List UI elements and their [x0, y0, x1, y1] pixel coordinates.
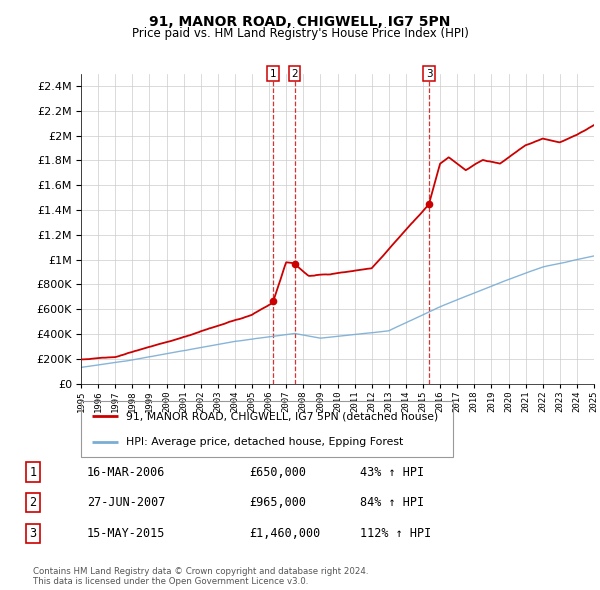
Text: £1,460,000: £1,460,000: [249, 527, 320, 540]
Text: 16-MAR-2006: 16-MAR-2006: [87, 466, 166, 478]
Text: Price paid vs. HM Land Registry's House Price Index (HPI): Price paid vs. HM Land Registry's House …: [131, 27, 469, 40]
Text: 91, MANOR ROAD, CHIGWELL, IG7 5PN: 91, MANOR ROAD, CHIGWELL, IG7 5PN: [149, 15, 451, 29]
Text: 3: 3: [426, 69, 433, 78]
Text: 1: 1: [29, 466, 37, 478]
Text: 91, MANOR ROAD, CHIGWELL, IG7 5PN (detached house): 91, MANOR ROAD, CHIGWELL, IG7 5PN (detac…: [125, 411, 438, 421]
Text: Contains HM Land Registry data © Crown copyright and database right 2024.: Contains HM Land Registry data © Crown c…: [33, 566, 368, 576]
Text: 15-MAY-2015: 15-MAY-2015: [87, 527, 166, 540]
Text: £965,000: £965,000: [249, 496, 306, 509]
Text: 43% ↑ HPI: 43% ↑ HPI: [360, 466, 424, 478]
Text: 1: 1: [269, 69, 276, 78]
Text: 2: 2: [29, 496, 37, 509]
Text: 2: 2: [291, 69, 298, 78]
Text: This data is licensed under the Open Government Licence v3.0.: This data is licensed under the Open Gov…: [33, 577, 308, 586]
Text: £650,000: £650,000: [249, 466, 306, 478]
Text: 3: 3: [29, 527, 37, 540]
Text: 84% ↑ HPI: 84% ↑ HPI: [360, 496, 424, 509]
Text: 27-JUN-2007: 27-JUN-2007: [87, 496, 166, 509]
Text: 112% ↑ HPI: 112% ↑ HPI: [360, 527, 431, 540]
Text: HPI: Average price, detached house, Epping Forest: HPI: Average price, detached house, Eppi…: [125, 437, 403, 447]
